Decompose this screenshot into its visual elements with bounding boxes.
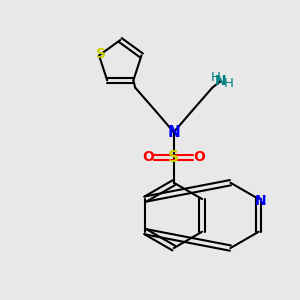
Text: S: S bbox=[168, 150, 179, 165]
Text: O: O bbox=[194, 150, 206, 164]
Text: O: O bbox=[142, 150, 154, 164]
Text: N: N bbox=[167, 125, 180, 140]
Text: N: N bbox=[254, 194, 266, 208]
Text: H: H bbox=[211, 71, 220, 84]
Text: N: N bbox=[215, 74, 226, 88]
Text: S: S bbox=[96, 47, 106, 61]
Text: H: H bbox=[224, 76, 234, 90]
